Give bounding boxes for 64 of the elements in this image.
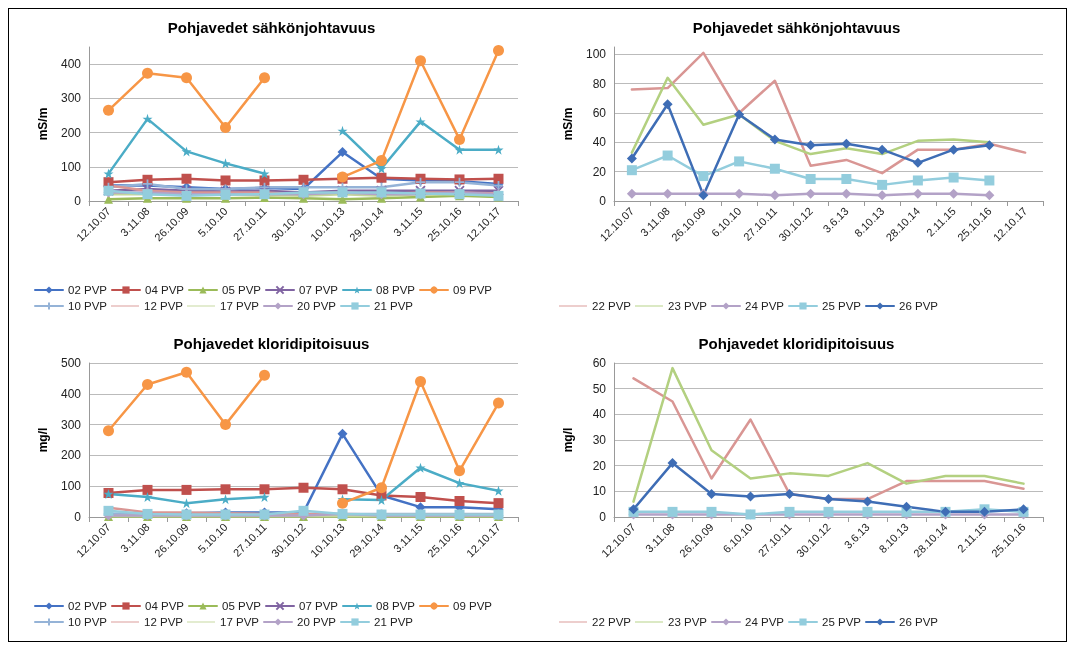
- legend-label: 05 PVP: [222, 600, 262, 612]
- y-tick-label: 20: [592, 458, 607, 473]
- legend-label: 09 PVP: [452, 284, 493, 296]
- legend-label: 24 PVP: [745, 616, 785, 628]
- y-tick-label: 500: [60, 356, 82, 370]
- legend-label: 09 PVP: [452, 600, 493, 612]
- legend-label: 21 PVP: [373, 616, 414, 628]
- y-tick-label: 20: [592, 164, 607, 179]
- y-tick-label: 0: [599, 510, 607, 524]
- legend-label: 21 PVP: [373, 300, 414, 312]
- y-tick-label: 100: [60, 159, 82, 174]
- legend-label: 04 PVP: [145, 600, 185, 612]
- chart-title: Pohjavedet kloridipitoisuus: [173, 335, 370, 352]
- y-tick-label: 30: [592, 433, 607, 447]
- y-tick-label: 60: [592, 356, 607, 370]
- legend-label: 10 PVP: [68, 300, 108, 312]
- legend-label: 20 PVP: [296, 616, 337, 628]
- y-tick-label: 80: [592, 76, 607, 91]
- y-tick-label: 400: [60, 386, 82, 401]
- y-tick-label: 400: [60, 57, 82, 72]
- legend-label: 10 PVP: [68, 616, 108, 628]
- y-tick-label: 60: [592, 106, 607, 120]
- y-tick-label: 300: [60, 91, 82, 106]
- legend-label: 02 PVP: [68, 284, 108, 296]
- legend-label: 24 PVP: [745, 300, 785, 312]
- legend-label: 02 PVP: [68, 600, 108, 612]
- y-axis-title: mS/m: [36, 107, 50, 141]
- y-tick-label: 40: [592, 135, 607, 150]
- y-tick-label: 40: [592, 407, 607, 422]
- y-axis-title: mg/l: [36, 427, 50, 453]
- legend-label: 08 PVP: [375, 284, 416, 296]
- legend-label: 22 PVP: [592, 616, 632, 628]
- y-tick-label: 200: [60, 448, 82, 463]
- chart-title: Pohjavedet sähkönjohtavuus: [167, 19, 376, 36]
- legend-label: 08 PVP: [375, 600, 416, 612]
- y-tick-label: 0: [599, 194, 607, 208]
- legend-label: 25 PVP: [821, 300, 862, 312]
- chart-title: Pohjavedet kloridipitoisuus: [698, 335, 895, 352]
- legend-label: 22 PVP: [592, 300, 632, 312]
- y-axis-title: mS/m: [561, 107, 575, 141]
- legend-label: 23 PVP: [668, 300, 708, 312]
- legend-label: 04 PVP: [145, 284, 185, 296]
- legend-label: 12 PVP: [144, 300, 184, 312]
- y-tick-label: 200: [60, 125, 82, 140]
- legend-label: 26 PVP: [898, 300, 939, 312]
- legend-label: 26 PVP: [898, 616, 939, 628]
- legend-label: 12 PVP: [144, 616, 184, 628]
- legend-label: 17 PVP: [220, 616, 260, 628]
- y-tick-label: 0: [74, 510, 82, 524]
- y-tick-label: 0: [74, 194, 82, 208]
- legend-label: 07 PVP: [298, 600, 339, 612]
- legend-label: 23 PVP: [668, 616, 708, 628]
- legend-label: 20 PVP: [296, 300, 337, 312]
- y-tick-label: 50: [592, 381, 607, 396]
- y-tick-label: 300: [60, 417, 82, 432]
- chart-title: Pohjavedet sähkönjohtavuus: [692, 19, 901, 36]
- y-tick-label: 10: [592, 484, 607, 499]
- legend-label: 05 PVP: [222, 284, 262, 296]
- y-axis-title: mg/l: [561, 427, 575, 453]
- legend-label: 07 PVP: [298, 284, 339, 296]
- legend-label: 25 PVP: [821, 616, 862, 628]
- y-tick-label: 100: [60, 479, 82, 494]
- y-tick-label: 100: [585, 47, 607, 62]
- legend-label: 17 PVP: [220, 300, 260, 312]
